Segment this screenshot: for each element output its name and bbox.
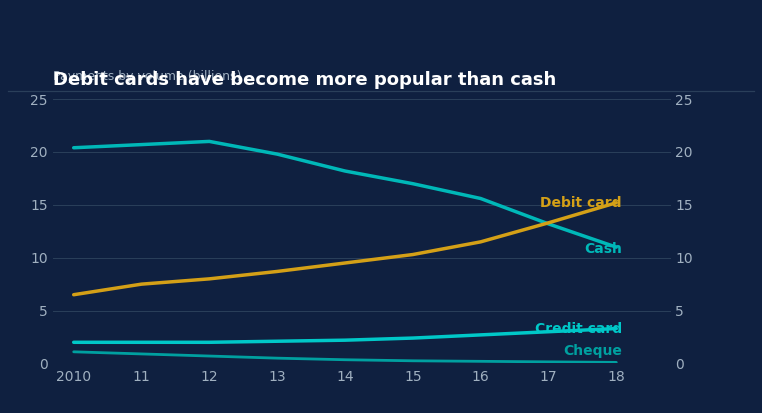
Text: Cheque: Cheque [563,344,622,358]
Text: Credit card: Credit card [535,322,622,335]
Text: Cash: Cash [584,242,622,256]
Text: Debit card: Debit card [540,196,622,210]
Text: Payments by volume (billions): Payments by volume (billions) [53,70,242,83]
Text: Debit cards have become more popular than cash: Debit cards have become more popular tha… [53,71,556,89]
